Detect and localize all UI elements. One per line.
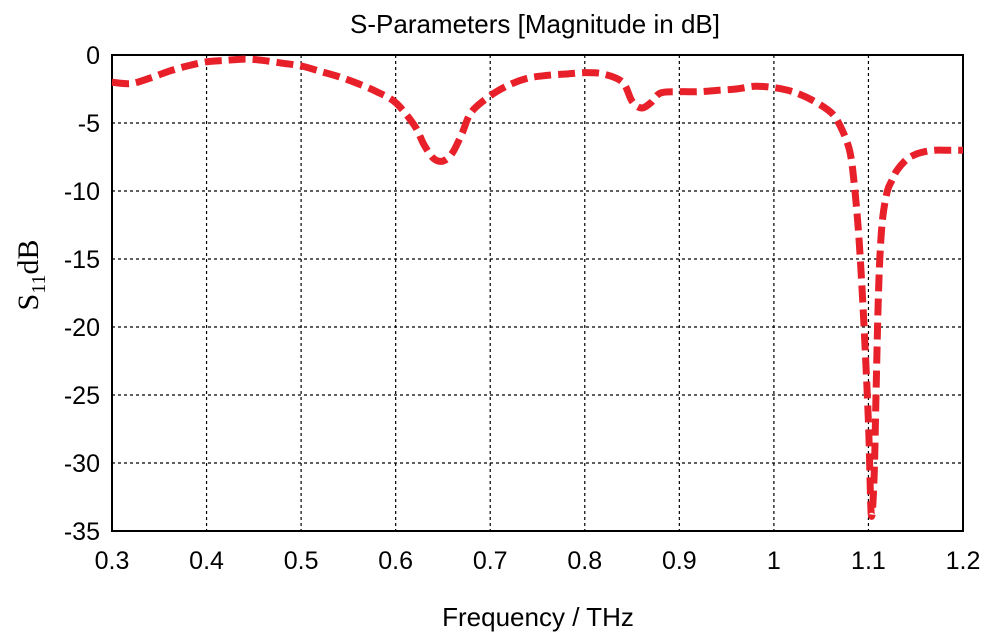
x-tick-label: 0.5 bbox=[284, 547, 319, 575]
y-axis-label-subscript: 11 bbox=[28, 275, 50, 294]
x-tick-label: 0.6 bbox=[378, 547, 413, 575]
x-tick-labels: 0.3 0.4 0.5 0.6 0.7 0.8 0.9 1 1.1 1.2 bbox=[95, 547, 981, 575]
plot-frame bbox=[111, 54, 964, 532]
data-point bbox=[698, 91, 699, 92]
y-tick-label: -20 bbox=[64, 314, 100, 342]
x-tick-label: 1.1 bbox=[851, 547, 886, 575]
data-point bbox=[622, 82, 623, 83]
data-point bbox=[461, 133, 462, 134]
data-point bbox=[906, 159, 907, 160]
x-tick-label: 0.9 bbox=[662, 547, 697, 575]
data-point bbox=[509, 84, 510, 85]
chart-title: S-Parameters [Magnitude in dB] bbox=[350, 9, 720, 39]
data-point bbox=[953, 150, 954, 151]
x-tick-label: 0.7 bbox=[473, 547, 508, 575]
y-tick-label: -35 bbox=[64, 518, 100, 546]
data-point bbox=[225, 60, 226, 61]
y-tick-labels: 0 -5 -10 -15 -20 -25 -30 -35 bbox=[64, 42, 100, 546]
y-tick-label: -30 bbox=[64, 450, 100, 478]
data-point bbox=[130, 83, 131, 84]
series-line-s11 bbox=[111, 55, 963, 520]
y-tick-label: -25 bbox=[64, 382, 100, 410]
data-point bbox=[854, 184, 855, 185]
data-point bbox=[528, 78, 529, 79]
y-tick-label: 0 bbox=[86, 42, 100, 70]
data-point bbox=[471, 112, 472, 113]
x-tick-label: 0.3 bbox=[95, 547, 130, 575]
y-axis-label-suffix: dB bbox=[12, 240, 45, 275]
x-tick-label: 1.2 bbox=[946, 547, 981, 575]
data-point bbox=[603, 74, 604, 75]
data-point bbox=[320, 71, 321, 72]
y-tick-label: -5 bbox=[78, 110, 100, 138]
grid-lines bbox=[112, 55, 963, 531]
x-tick-label: 0.4 bbox=[189, 547, 224, 575]
x-tick-label: 1 bbox=[767, 547, 781, 575]
y-axis-label-base: S bbox=[12, 294, 45, 311]
y-axis-label: S11dB bbox=[12, 240, 50, 311]
y-tick-label: -10 bbox=[64, 178, 100, 206]
y-tick-label: -15 bbox=[64, 246, 100, 274]
x-tick-label: 0.8 bbox=[567, 547, 602, 575]
data-point bbox=[792, 91, 793, 92]
series-points bbox=[112, 59, 964, 516]
x-axis-label: Frequency / THz bbox=[442, 602, 634, 632]
